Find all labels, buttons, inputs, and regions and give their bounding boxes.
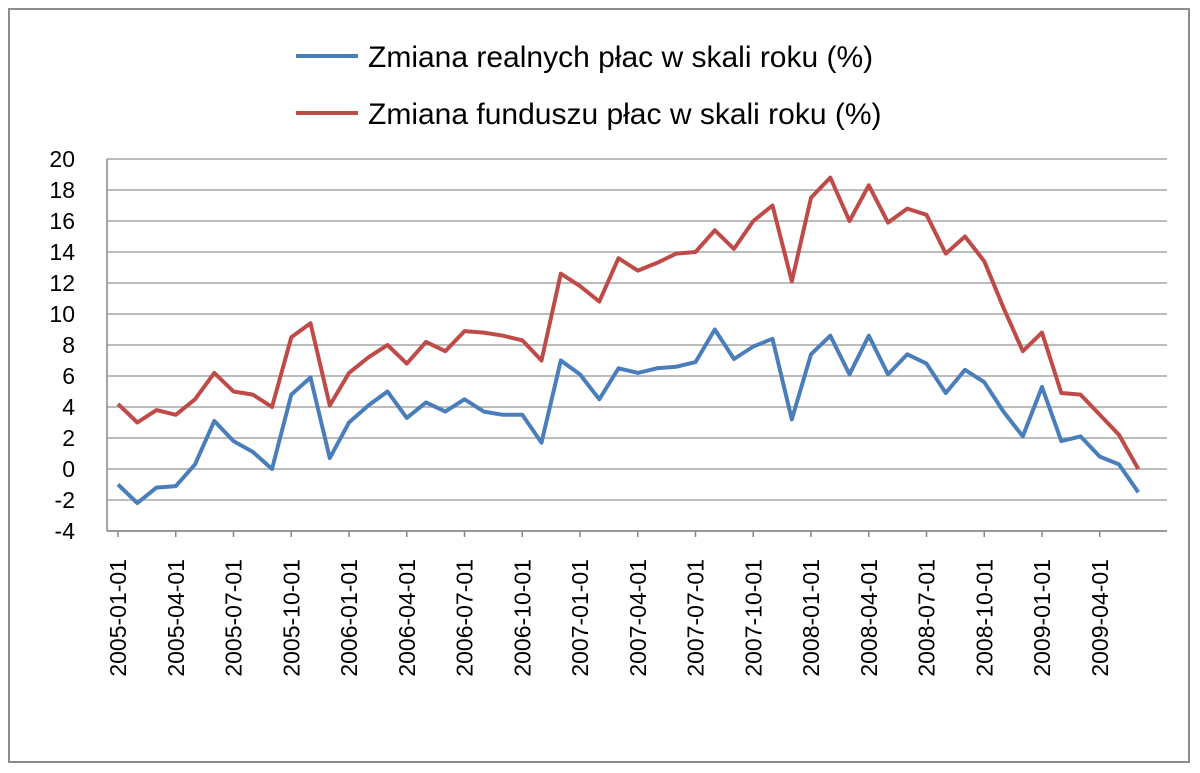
x-tick-label: 2006-04-01 [394,559,420,677]
x-tick-label: 2005-07-01 [221,559,247,677]
x-tick-label: 2007-01-01 [567,559,593,677]
x-tick-label: 2005-04-01 [163,559,189,677]
x-tick-label: 2008-01-01 [798,559,824,677]
y-tick-label: -4 [55,518,76,544]
x-tick-label: 2007-07-01 [683,559,709,677]
legend-label-wage-fund: Zmiana funduszu płac w skali roku (%) [368,98,882,131]
x-tick-label: 2008-07-01 [914,559,940,677]
x-tick-label: 2005-10-01 [278,559,304,677]
y-tick-label: 6 [62,363,75,389]
x-tick-label: 2009-04-01 [1087,559,1113,677]
legend: Zmiana realnych płac w skali roku (%) Zm… [296,41,882,131]
x-tick-label: 2008-10-01 [971,559,997,677]
series-line-1 [116,175,1141,470]
x-tick-label: 2006-07-01 [452,559,478,677]
x-tick-label: 2006-10-01 [509,559,535,677]
x-tick-label: 2006-01-01 [336,559,362,677]
series-lines [116,175,1141,506]
y-tick-label: 12 [49,270,75,296]
y-tick-label: 10 [49,301,75,327]
y-tick-label: 18 [49,177,75,203]
legend-item-real-wages: Zmiana realnych płac w skali roku (%) [296,41,873,74]
y-tick-label: 20 [49,146,75,172]
x-tick-label: 2009-01-01 [1029,559,1055,677]
y-tick-label: 14 [49,239,75,265]
gridlines [107,158,1167,532]
x-tick-label: 2007-04-01 [625,559,651,677]
y-tick-label: 2 [62,425,75,451]
legend-label-real-wages: Zmiana realnych płac w skali roku (%) [368,41,873,74]
y-tick-label: 8 [62,332,75,358]
axes [106,159,1167,537]
x-axis-tick-labels: 2005-01-01 2005-04-01 2005-07-01 2005-10-01… [105,559,1113,677]
x-tick-label: 2005-01-01 [105,559,131,677]
y-tick-label: 16 [49,208,75,234]
y-tick-label: 0 [62,456,75,482]
series-line-0 [116,327,1140,506]
legend-item-wage-fund: Zmiana funduszu płac w skali roku (%) [296,98,882,131]
x-tick-label: 2008-04-01 [856,559,882,677]
y-tick-label: -2 [55,487,75,513]
x-tick-label: 2007-10-01 [740,559,766,677]
y-tick-label: 4 [62,394,75,420]
